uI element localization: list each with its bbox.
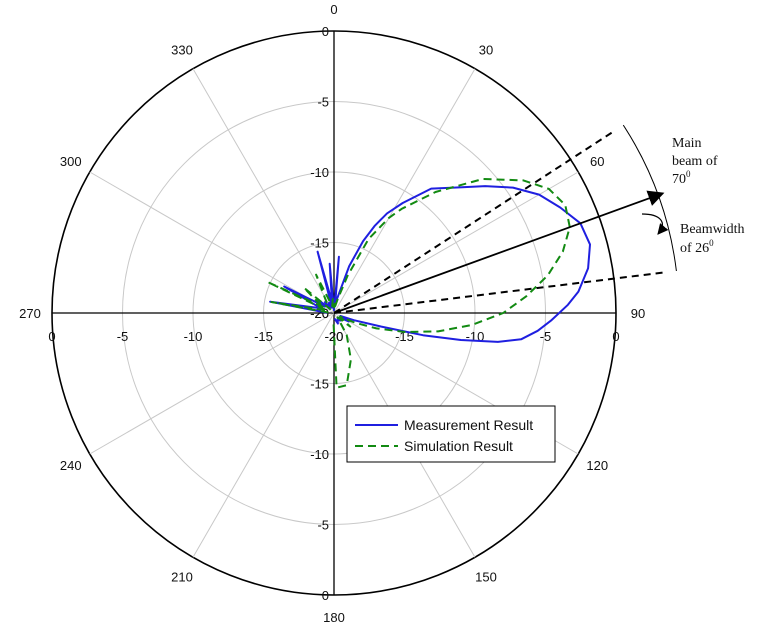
radial-tick-label: 0 <box>322 588 329 603</box>
radial-tick-label: -20 <box>325 329 344 344</box>
radial-tick-label: -5 <box>317 95 329 110</box>
radial-tick-label: -5 <box>117 329 129 344</box>
data-series <box>266 178 591 389</box>
main-beam-label-line1: Main <box>672 136 702 151</box>
angle-tick-label: 30 <box>479 43 493 58</box>
angle-tick-label: 90 <box>631 306 645 321</box>
angle-tick-label: 210 <box>171 569 193 584</box>
legend-box <box>346 405 556 463</box>
radial-tick-label: -10 <box>184 329 203 344</box>
grid-spoke <box>89 171 335 314</box>
angle-tick-label: 0 <box>330 2 337 17</box>
grid-spoke <box>333 171 579 314</box>
main-beam-label-value: 700 <box>672 169 691 187</box>
angle-tick-label: 270 <box>19 306 41 321</box>
angle-tick-label: 60 <box>590 154 604 169</box>
radial-tick-label: 0 <box>322 24 329 39</box>
grid-spoke <box>89 312 335 455</box>
beamwidth-boundary-line <box>333 271 668 314</box>
angle-tick-label: 150 <box>475 569 497 584</box>
legend-label-measurement: Measurement Result <box>404 417 533 433</box>
legend-label-simulation: Simulation Result <box>404 438 513 454</box>
radial-tick-label: 0 <box>48 329 55 344</box>
grid-spoke <box>192 312 335 558</box>
radial-tick-label: -15 <box>254 329 273 344</box>
angle-tick-label: 180 <box>323 610 345 625</box>
series-line-simulation <box>266 178 571 389</box>
radial-tick-label: -10 <box>310 165 329 180</box>
radial-tick-label: 0 <box>612 329 619 344</box>
main-beam-arrow <box>333 190 665 314</box>
angle-tick-label: 240 <box>60 458 82 473</box>
beamwidth-boundary-line <box>333 129 617 314</box>
grid-spoke <box>333 68 476 314</box>
radial-tick-label: -20 <box>325 329 344 344</box>
angle-tick-label: 330 <box>171 43 193 58</box>
radial-tick-label: -10 <box>310 447 329 462</box>
series-line-measurement <box>269 185 591 343</box>
grid-spoke <box>192 68 335 314</box>
beamwidth-label-line1: Beamwidth <box>680 222 745 237</box>
beamwidth-label-value: of 260 <box>680 238 714 256</box>
beamwidth-arc <box>622 124 677 272</box>
beamwidth-pointer <box>641 213 669 235</box>
beam-annotations: Main beam of 700 Beamwidth of 260 <box>333 124 745 314</box>
angle-tick-label: 120 <box>586 458 608 473</box>
main-beam-label-line2: beam of <box>672 154 718 169</box>
radial-tick-label: -5 <box>540 329 552 344</box>
angle-tick-label: 300 <box>60 154 82 169</box>
radial-tick-label: -15 <box>310 236 329 251</box>
radial-tick-label: -15 <box>310 377 329 392</box>
radial-tick-label: -5 <box>317 518 329 533</box>
legend: Measurement Result Simulation Result <box>346 405 556 463</box>
